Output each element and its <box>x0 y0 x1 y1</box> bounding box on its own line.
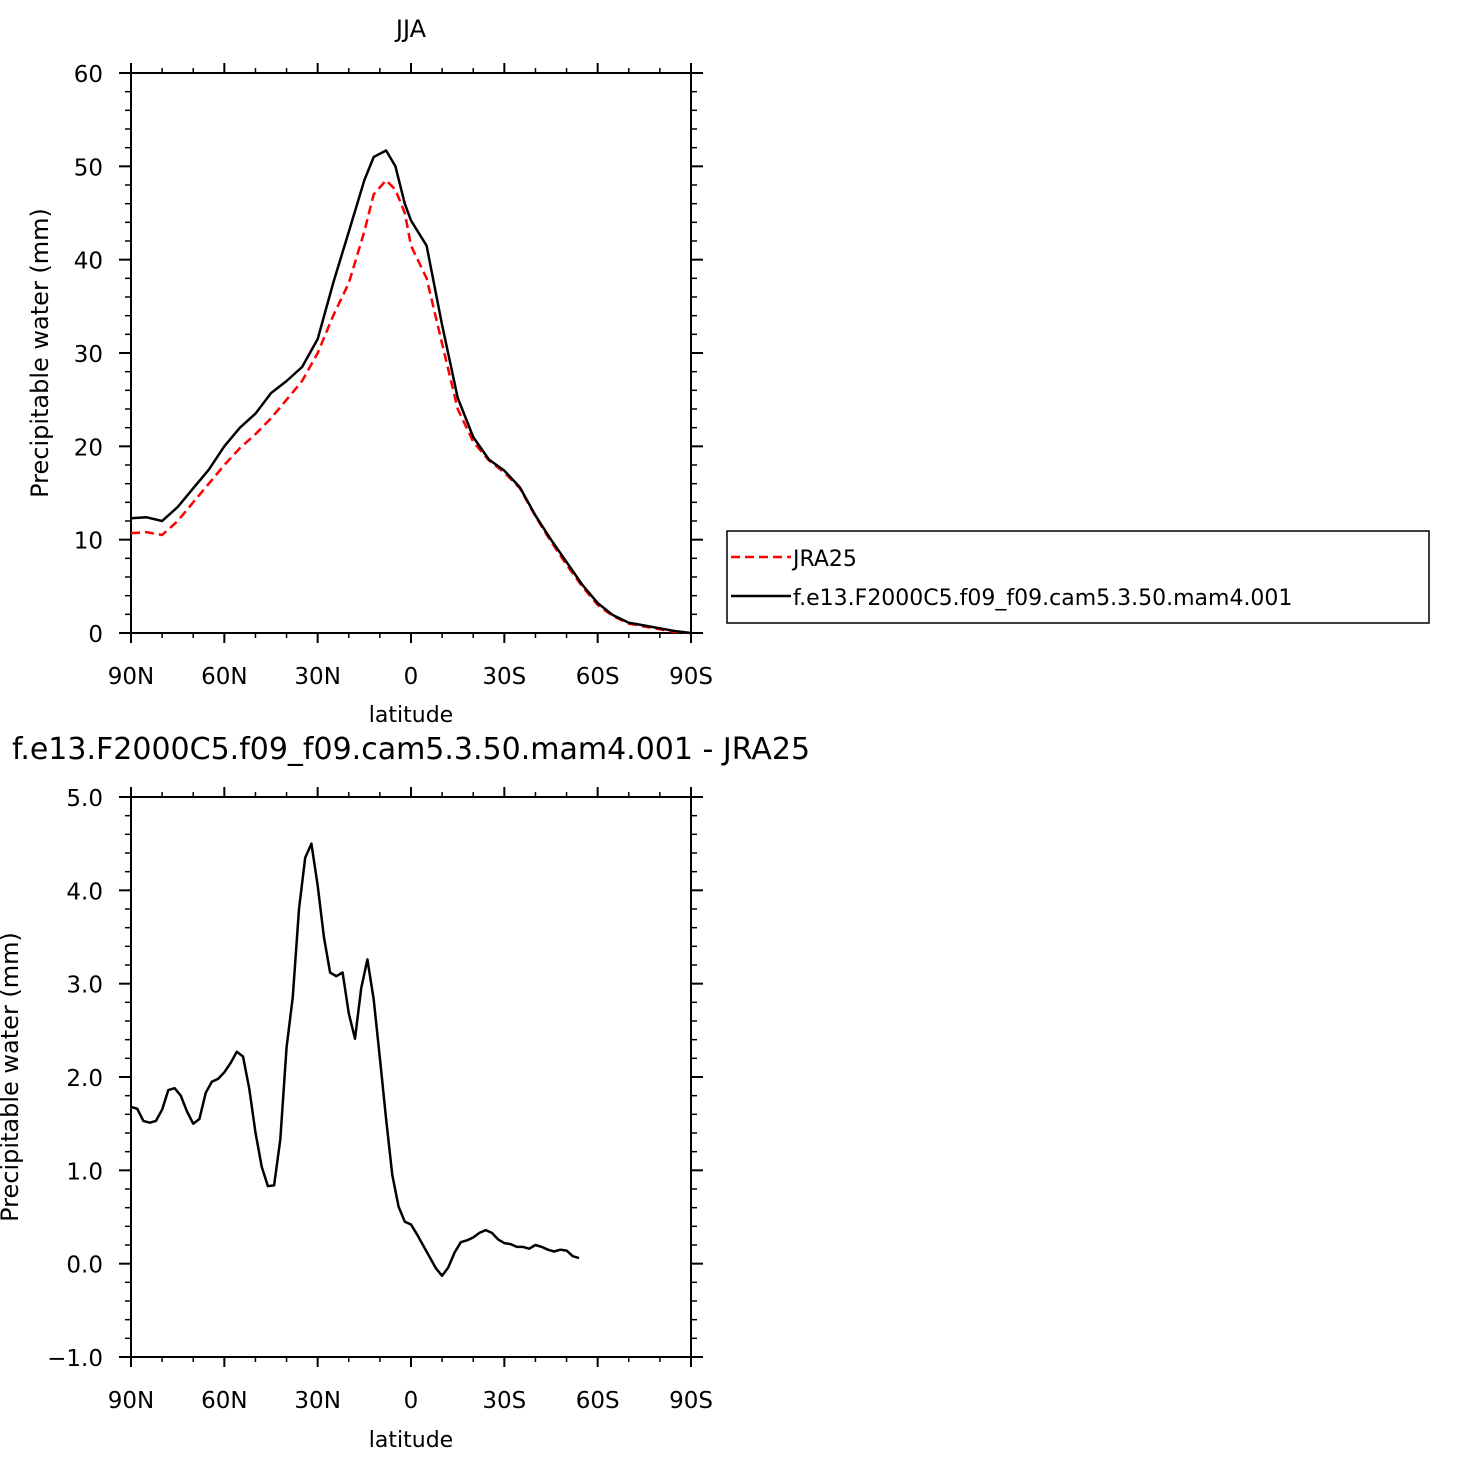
bottom-x-tick-label: 90S <box>669 1388 713 1414</box>
bottom-chart-ylabel: Precipitable water (mm) <box>0 932 24 1222</box>
bottom-x-tick-label: 90N <box>108 1388 154 1414</box>
bottom-series-line-0 <box>130 842 580 1278</box>
top-chart-xlabel: latitude <box>369 703 453 728</box>
top-y-tick-label: 0 <box>88 622 103 648</box>
top-chart-ylabel: Precipitable water (mm) <box>26 208 54 498</box>
top-y-tick-label: 50 <box>74 155 103 181</box>
top-chart-title: JJA <box>394 15 427 43</box>
top-x-tick-label: 60S <box>576 664 620 690</box>
bottom-x-tick-label: 60S <box>576 1388 620 1414</box>
bottom-y-tick-label: −1.0 <box>47 1346 103 1372</box>
bottom-y-tick-label: 1.0 <box>66 1159 103 1185</box>
bottom-y-tick-label: 0.0 <box>66 1253 103 1279</box>
bottom-y-tick-label: 5.0 <box>66 786 103 812</box>
bottom-chart-xlabel: latitude <box>369 1428 453 1453</box>
bottom-x-tick-label: 60N <box>201 1388 247 1414</box>
top-y-tick-label: 40 <box>74 249 103 275</box>
top-y-tick-label: 30 <box>74 342 103 368</box>
bottom-x-tick-label: 0 <box>404 1388 419 1414</box>
top-chart-panel: JJA 90N 60N 30N 0 30S 60S 90S 0 10 20 30 40 50 60 lat… <box>26 15 1430 728</box>
bottom-plot-area: 90N 60N 30N 0 30S 60S 90S −1.0 0.0 1.0 2.0 3.0 4.0 5.… <box>47 786 713 1414</box>
top-series-line-0 <box>130 179 692 635</box>
legend-label-model: f.e13.F2000C5.f09_f09.cam5.3.50.mam4.001 <box>793 586 1292 611</box>
legend-label-jra25: JRA25 <box>791 547 857 572</box>
top-series-line-1 <box>130 149 692 635</box>
bottom-x-tick-label: 30S <box>482 1388 526 1414</box>
top-x-tick-label: 60N <box>201 664 247 690</box>
top-x-tick-label: 90N <box>108 664 154 690</box>
bottom-chart-title: f.e13.F2000C5.f09_f09.cam5.3.50.mam4.001… <box>12 732 810 767</box>
legend: JRA25 f.e13.F2000C5.f09_f09.cam5.3.50.ma… <box>726 530 1430 624</box>
bottom-y-tick-label: 3.0 <box>66 973 103 999</box>
top-x-tick-label: 90S <box>669 664 713 690</box>
top-x-tick-label: 0 <box>404 664 419 690</box>
top-y-tick-label: 10 <box>74 529 103 555</box>
bottom-y-tick-label: 4.0 <box>66 879 103 905</box>
bottom-x-tick-label: 30N <box>294 1388 340 1414</box>
top-y-tick-label: 20 <box>74 435 103 461</box>
bottom-chart-panel: f.e13.F2000C5.f09_f09.cam5.3.50.mam4.001… <box>0 732 810 1453</box>
top-x-tick-label: 30N <box>294 664 340 690</box>
bottom-y-tick-label: 2.0 <box>66 1066 103 1092</box>
top-y-tick-label: 60 <box>74 62 103 88</box>
top-x-tick-label: 30S <box>482 664 526 690</box>
legend-box <box>726 530 1430 624</box>
top-plot-area: 90N 60N 30N 0 30S 60S 90S 0 10 20 30 40 50 60 <box>74 62 713 690</box>
